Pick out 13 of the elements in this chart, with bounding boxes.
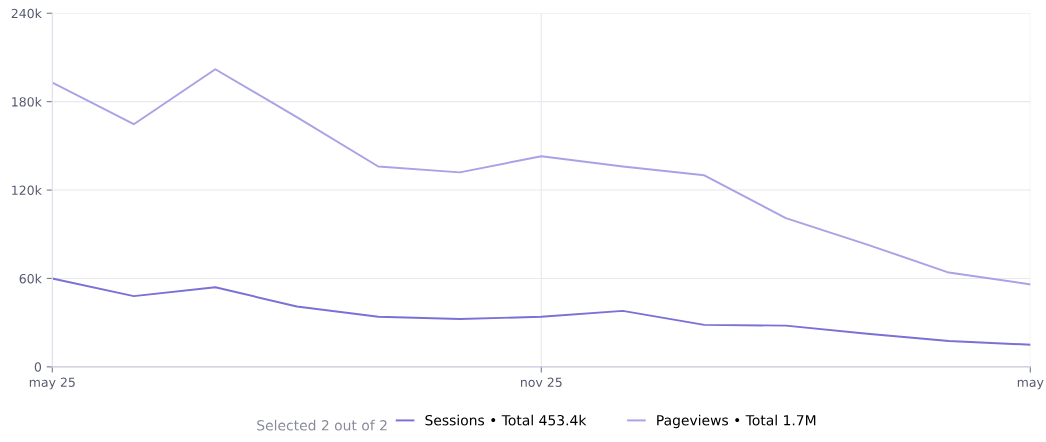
y-tick-label: 240k [11, 8, 42, 19]
line-series [52, 277, 1031, 346]
y-tick-label: 120k [12, 185, 42, 195]
line-series [52, 68, 1031, 286]
legend-label: Pageviews • Total 1.7M [657, 414, 816, 429]
text: Selected 2 out of 2 [257, 419, 387, 431]
x-tick-label: nov 25 [521, 377, 562, 387]
x-tick-label: may 25 [29, 377, 75, 390]
legend-label: Sessions • Total 453.4k [425, 414, 587, 426]
y-tick-label: 60k [19, 273, 42, 284]
y-tick-label: 180k [12, 96, 42, 107]
y-tick-label: 0 [34, 362, 42, 372]
x-tick-label: may [1017, 379, 1044, 390]
